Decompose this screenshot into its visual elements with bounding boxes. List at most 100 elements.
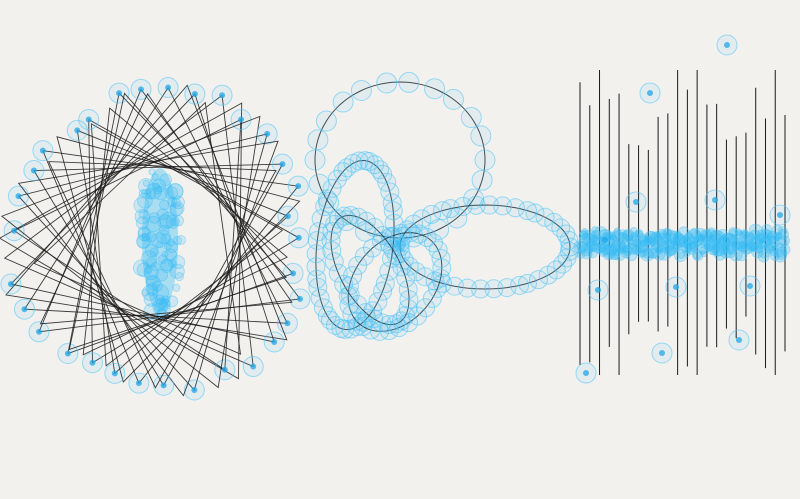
- wave-node: [723, 240, 737, 254]
- wave-node: [587, 248, 598, 259]
- wave-node: [714, 237, 727, 250]
- wave-node: [721, 232, 736, 247]
- wave-node: [687, 242, 698, 252]
- wave-node: [717, 235, 726, 245]
- node-ring: [375, 273, 395, 293]
- wave-node: [657, 230, 667, 239]
- core-node: [138, 209, 149, 220]
- wave-node: [748, 245, 757, 253]
- wave-node: [710, 239, 721, 250]
- wave-node: [695, 235, 708, 248]
- wave-node: [754, 233, 765, 244]
- node-ring: [350, 80, 372, 102]
- node-dot: [602, 237, 608, 243]
- node-dot: [89, 359, 96, 366]
- wave-node: [717, 228, 728, 240]
- wave-node: [578, 245, 586, 253]
- wave-node: [617, 229, 628, 240]
- wave-node: [654, 247, 662, 255]
- wave-node: [622, 228, 635, 241]
- wave-node: [772, 242, 787, 258]
- wave-node: [746, 235, 754, 243]
- wave-node: [581, 232, 596, 248]
- wave-node: [712, 241, 727, 257]
- node-ring: [349, 151, 369, 171]
- wave-node: [660, 235, 671, 246]
- node-dot: [11, 227, 18, 234]
- wave-node: [757, 244, 772, 259]
- wave-node: [692, 250, 702, 260]
- triangle: [38, 88, 301, 333]
- node-ring: [440, 199, 460, 219]
- core-node: [159, 173, 172, 187]
- wave-node: [682, 235, 698, 250]
- node-ring: [329, 209, 349, 229]
- wave-node: [672, 241, 681, 251]
- node-ring: [315, 110, 337, 132]
- wave-node: [662, 227, 672, 237]
- wave-node: [773, 249, 787, 263]
- wave-node: [683, 249, 691, 257]
- core-node: [166, 295, 179, 308]
- triangle: [47, 161, 277, 389]
- wave-node: [775, 231, 783, 239]
- core-node: [148, 212, 161, 224]
- wave-node: [626, 237, 634, 246]
- core-node: [149, 247, 159, 257]
- node-ring: [379, 261, 399, 281]
- node-dot: [135, 380, 142, 387]
- node-dot: [191, 91, 198, 98]
- wave-node: [602, 244, 617, 259]
- wave-node: [599, 242, 608, 251]
- wave-node: [629, 234, 642, 247]
- wave-node: [584, 232, 597, 245]
- wave-node: [691, 236, 700, 244]
- wave-node: [751, 245, 764, 259]
- wave-node: [772, 233, 781, 242]
- wave-node: [728, 227, 738, 237]
- node-dot: [724, 42, 730, 48]
- wave-node: [607, 247, 621, 261]
- wave-node: [619, 232, 628, 242]
- core-ellipse: [142, 168, 178, 312]
- node-ring: [359, 152, 379, 172]
- wave-node: [638, 235, 650, 248]
- wave-node: [678, 237, 686, 245]
- wave-node: [634, 240, 648, 254]
- wave-node: [649, 231, 663, 244]
- node-ring: [315, 197, 335, 217]
- wave-node: [688, 240, 699, 251]
- node-dot: [659, 350, 665, 356]
- wave-node: [737, 241, 748, 252]
- wave-node: [630, 244, 642, 256]
- node-dot: [191, 386, 198, 393]
- wave-node: [700, 250, 707, 258]
- core-node: [159, 199, 170, 211]
- wave-node: [720, 232, 733, 245]
- wave-node: [620, 246, 632, 259]
- node-ring: [348, 256, 368, 276]
- wave-node: [693, 227, 707, 242]
- wave-node: [771, 224, 783, 237]
- wave-node: [667, 230, 680, 243]
- wave-node: [624, 243, 637, 256]
- wave-node: [677, 236, 689, 247]
- node-ring: [427, 278, 447, 298]
- circle-loops-figure: [304, 71, 580, 341]
- core-node: [158, 254, 168, 264]
- wave-node: [692, 249, 704, 262]
- wave-node: [651, 240, 664, 253]
- node-ring: [431, 268, 451, 288]
- wave-node: [699, 229, 713, 243]
- node-ring: [424, 78, 446, 100]
- node-ring: [382, 193, 402, 213]
- wave-node: [696, 233, 706, 243]
- node-dot: [238, 116, 245, 123]
- core-node: [172, 283, 181, 292]
- wave-node: [576, 240, 589, 253]
- wave-node: [746, 233, 756, 242]
- wave-node: [720, 242, 730, 252]
- node-dot: [777, 212, 783, 218]
- node-dot: [160, 382, 167, 389]
- wave-node: [657, 247, 672, 261]
